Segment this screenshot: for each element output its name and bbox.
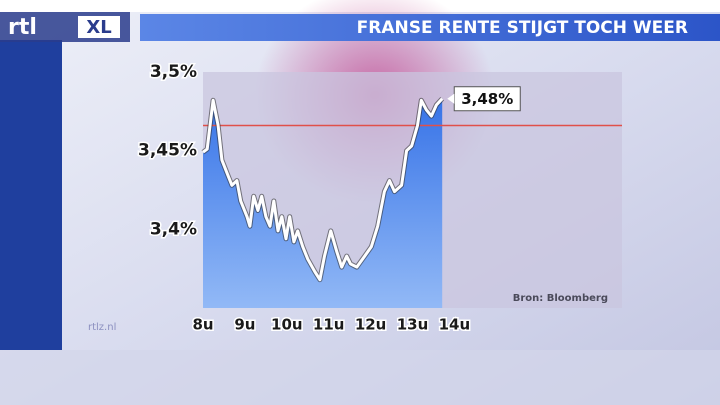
bottom-band xyxy=(0,350,720,405)
logo: rtl xyxy=(8,15,37,40)
value-label-box xyxy=(453,86,521,112)
x-tick-label: 14u xyxy=(439,316,471,334)
site-label: rtlz.nl xyxy=(88,322,116,333)
x-tick-label: 13u xyxy=(397,316,429,334)
logo-suffix: XL xyxy=(86,17,111,38)
x-tick-label: 10u xyxy=(271,316,303,334)
x-tick-label: 12u xyxy=(355,316,387,334)
y-tick-label: 3,4% xyxy=(150,219,197,239)
source: Bron: Bloomberg xyxy=(513,293,608,304)
x-tick-label: 11u xyxy=(313,316,345,334)
value-label-pointer xyxy=(447,93,455,104)
left-band xyxy=(0,40,62,350)
value-label: 3,48% xyxy=(461,90,513,108)
x-tick-label: 9u xyxy=(234,316,255,334)
y-tick-label: 3,45% xyxy=(138,141,197,161)
line xyxy=(202,97,444,282)
y-tick-label: 3,5% xyxy=(150,62,197,82)
area xyxy=(203,98,443,308)
plot: 3,4% 3,45% 3,5% 8u 9u 10u 11u 12u 13u 14u 3,48% xyxy=(137,61,622,335)
title-bar xyxy=(140,14,720,41)
chart-title: FRANSE RENTE STIJGT TOCH WEER xyxy=(357,18,688,38)
x-tick-label: 8u xyxy=(192,316,213,334)
logo-box xyxy=(78,16,120,38)
